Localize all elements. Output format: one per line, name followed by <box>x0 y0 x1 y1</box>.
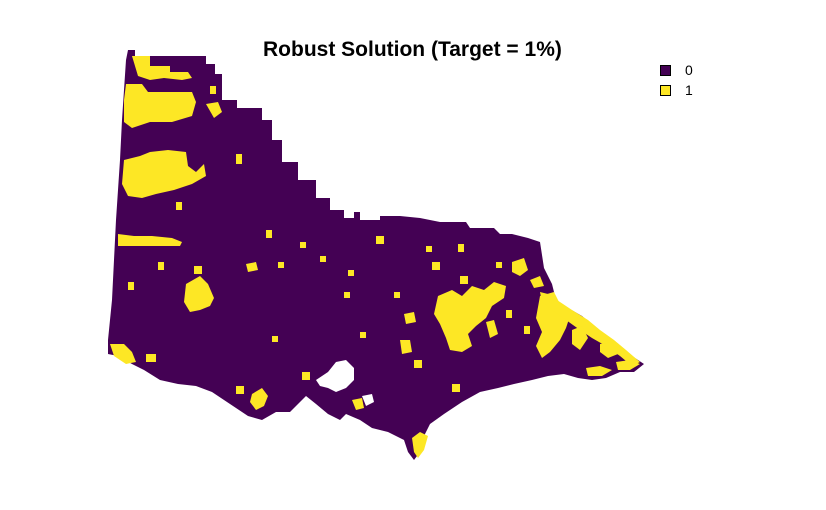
selected-patch <box>236 386 244 394</box>
selected-patch <box>184 276 214 312</box>
selected-units <box>110 56 640 458</box>
selected-patch <box>132 56 192 80</box>
selected-patch <box>432 262 440 270</box>
selected-patch <box>194 266 202 274</box>
selected-patch <box>426 246 432 252</box>
selected-patch <box>278 262 284 268</box>
selected-patch <box>524 326 530 334</box>
selected-patch <box>122 150 206 198</box>
selected-patch <box>158 262 164 270</box>
selected-patch <box>302 372 310 380</box>
selected-patch <box>236 154 242 164</box>
selected-patch <box>246 262 258 272</box>
selected-patch <box>404 312 416 324</box>
legend-item-0: 0 <box>660 60 693 80</box>
selected-patch <box>176 202 182 210</box>
selected-patch <box>118 234 182 246</box>
legend-swatch-0 <box>660 64 671 76</box>
legend-swatch-1 <box>660 84 671 96</box>
legend: 0 1 <box>660 60 693 100</box>
selected-patch <box>414 360 422 368</box>
map-title: Robust Solution (Target = 1%) <box>263 38 562 61</box>
selected-patch <box>266 230 272 238</box>
selected-patch <box>496 262 502 268</box>
selected-patch <box>360 332 366 338</box>
selected-patch <box>206 102 222 118</box>
selected-patch <box>300 242 306 248</box>
selected-patch <box>320 256 326 262</box>
selected-patch <box>506 310 512 318</box>
western-port <box>362 394 374 406</box>
port-phillip-bay <box>316 360 354 392</box>
legend-label-0: 0 <box>685 62 693 78</box>
selected-patch <box>272 336 278 342</box>
selected-patch <box>572 326 588 350</box>
selected-patch <box>348 270 354 276</box>
selected-patch <box>616 360 640 370</box>
selected-patch <box>128 282 134 290</box>
selected-patch <box>344 292 350 298</box>
selected-patch <box>586 366 612 376</box>
selected-patch <box>124 84 196 128</box>
study-region-unselected <box>108 50 644 460</box>
selected-patch <box>540 292 640 366</box>
legend-item-1: 1 <box>660 80 693 100</box>
selected-patch <box>376 236 384 244</box>
legend-label-1: 1 <box>685 82 693 98</box>
selected-patch <box>352 398 364 410</box>
selected-patch <box>210 86 216 94</box>
selected-patch <box>250 388 268 410</box>
selected-patch <box>512 258 528 276</box>
selected-patch <box>394 292 400 298</box>
selected-patch <box>458 244 464 252</box>
selected-patch <box>146 354 156 362</box>
selected-patch <box>460 276 468 284</box>
selected-patch <box>412 432 428 458</box>
selected-patch <box>452 384 460 392</box>
selected-patch <box>434 282 506 352</box>
selected-patch <box>600 342 618 358</box>
selected-patch <box>400 340 412 354</box>
selected-patch <box>530 276 544 288</box>
selected-patch <box>486 320 498 338</box>
selected-patch <box>110 344 136 364</box>
